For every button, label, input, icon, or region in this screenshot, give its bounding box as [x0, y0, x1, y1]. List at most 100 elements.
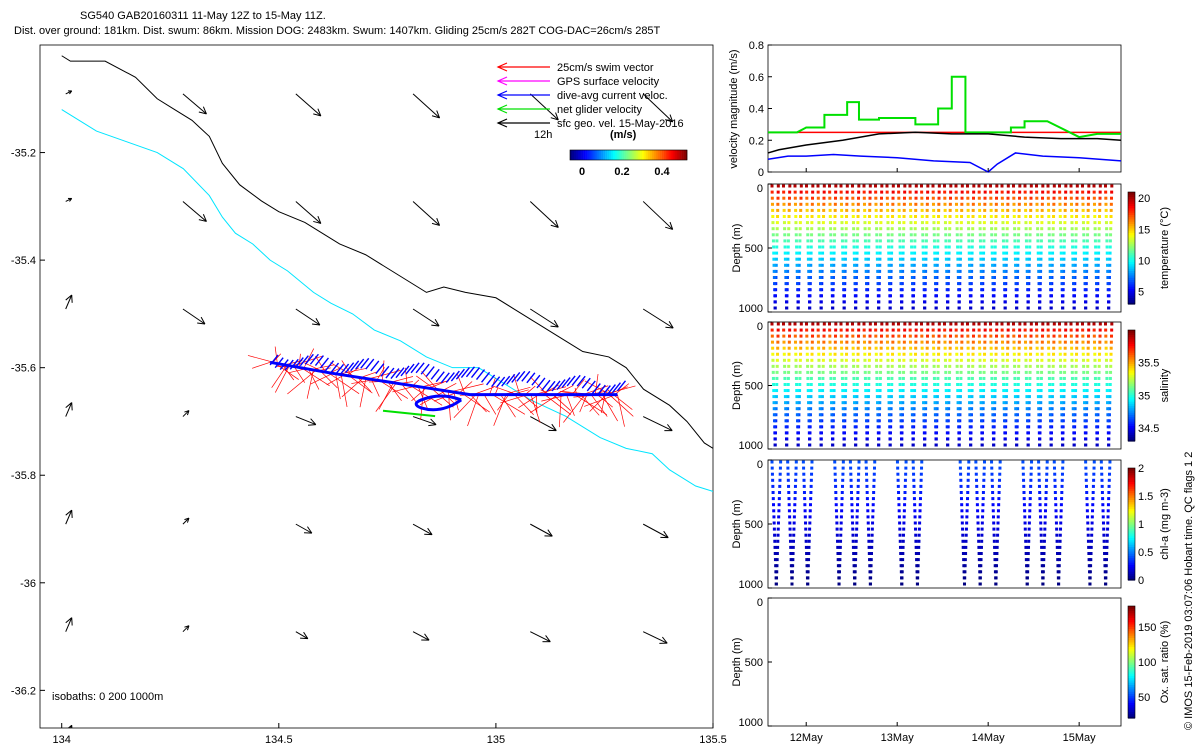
dive-up-point [964, 545, 968, 549]
dive-down-point [974, 460, 978, 464]
dive-up-point [1006, 190, 1010, 194]
dive-down-point [816, 196, 820, 200]
dive-up-point [774, 276, 778, 279]
dive-down-point [806, 245, 810, 249]
section-colorbar-swatch [1128, 341, 1135, 344]
dive-up-point [994, 370, 998, 374]
dive-up-point [947, 251, 951, 255]
dive-up-point [807, 533, 811, 537]
dive-down-point [922, 425, 926, 429]
dive-up-point [1026, 552, 1030, 555]
dive-up-point [877, 413, 881, 417]
dive-down-point [1106, 282, 1110, 286]
dive-up-point [821, 358, 825, 362]
dive-up-point [1051, 227, 1055, 231]
dive-down-point [868, 564, 872, 568]
dive-down-point [876, 276, 880, 279]
dive-down-point [944, 233, 948, 237]
dive-down-point [968, 407, 972, 411]
dive-avg-current-vector [616, 380, 627, 392]
dive-up-point [1096, 269, 1100, 273]
dive-down-point [993, 552, 997, 555]
dive-down-point [908, 322, 912, 326]
dive-up-point [845, 340, 849, 344]
dive-up-point [1028, 376, 1032, 380]
section-y-tick-label: 1000 [739, 579, 763, 591]
dive-down-point [1086, 527, 1090, 531]
dive-down-point [837, 570, 841, 574]
dive-down-point [773, 425, 777, 429]
section-colorbar-swatch [1128, 277, 1135, 280]
dive-up-point [967, 460, 971, 464]
dive-up-point [958, 276, 962, 279]
dive-up-point [959, 364, 963, 368]
dive-down-point [866, 515, 870, 519]
dive-down-point [1026, 300, 1030, 304]
dive-down-point [887, 245, 891, 249]
dive-up-point [997, 484, 1001, 488]
dive-down-point [804, 533, 808, 537]
dive-down-point [909, 352, 913, 356]
dive-down-point [915, 570, 919, 574]
dive-down-point [785, 443, 789, 447]
dive-down-point [920, 215, 924, 218]
dive-down-point [957, 425, 961, 429]
dive-down-point [885, 340, 889, 344]
dive-up-point [810, 370, 814, 374]
dive-up-point [1028, 251, 1032, 255]
swim-vector [518, 394, 540, 409]
dive-down-point [1082, 251, 1086, 255]
dive-down-point [1026, 288, 1030, 292]
sfc-geo-velocity-arrow [642, 631, 668, 644]
dive-down-point [900, 300, 904, 304]
sfc-geo-velocity-arrow-shaft [182, 308, 206, 325]
dive-down-point [979, 251, 983, 255]
dive-up-point [890, 227, 894, 231]
dive-down-point [840, 239, 844, 243]
dive-down-point [1036, 257, 1040, 261]
dive-down-point [1013, 251, 1017, 255]
dive-down-point [1037, 466, 1041, 470]
dive-down-point [899, 419, 903, 423]
dive-up-point [919, 472, 923, 476]
dive-down-point [977, 552, 981, 555]
dive-up-point [799, 334, 803, 338]
dive-down-point [934, 437, 938, 441]
dive-up-point [777, 515, 781, 519]
dive-down-point [1014, 276, 1018, 279]
section-colorbar-swatch [1128, 403, 1135, 407]
dive-down-point [875, 376, 879, 380]
section-colorbar-swatch [1128, 378, 1135, 382]
dive-down-point [808, 306, 812, 310]
dive-down-point [956, 389, 960, 393]
dive-avg-current-vector [475, 369, 486, 381]
dive-down-point [966, 340, 970, 344]
dive-up-point [994, 215, 998, 218]
dive-down-point [911, 443, 915, 447]
dive-down-point [897, 346, 901, 350]
dive-down-point [914, 552, 918, 555]
dive-up-point [903, 190, 907, 194]
dive-down-point [1003, 306, 1007, 310]
dive-down-point [772, 509, 776, 513]
dive-up-point [1109, 221, 1113, 225]
dive-up-point [948, 202, 952, 206]
dive-down-point [1104, 582, 1108, 586]
dive-up-point [843, 257, 847, 261]
dive-down-point [959, 484, 963, 488]
sfc-geo-velocity-arrow-head-left [303, 631, 309, 639]
dive-up-point [872, 484, 876, 488]
dive-down-point [771, 239, 775, 243]
dive-up-point [810, 221, 814, 225]
dive-down-point [887, 263, 891, 267]
sfc-geo-velocity-arrow-head-left [307, 526, 313, 534]
map-colorbar-swatch [571, 150, 575, 160]
section-colorbar-swatch [1128, 352, 1135, 356]
dive-down-point [804, 545, 808, 549]
section-panel-frame [767, 459, 1122, 589]
dive-down-point [1071, 251, 1075, 255]
dive-up-point [981, 395, 985, 399]
swim-vector [341, 360, 353, 377]
dive-down-point [851, 208, 855, 212]
dive-up-point [856, 503, 860, 507]
